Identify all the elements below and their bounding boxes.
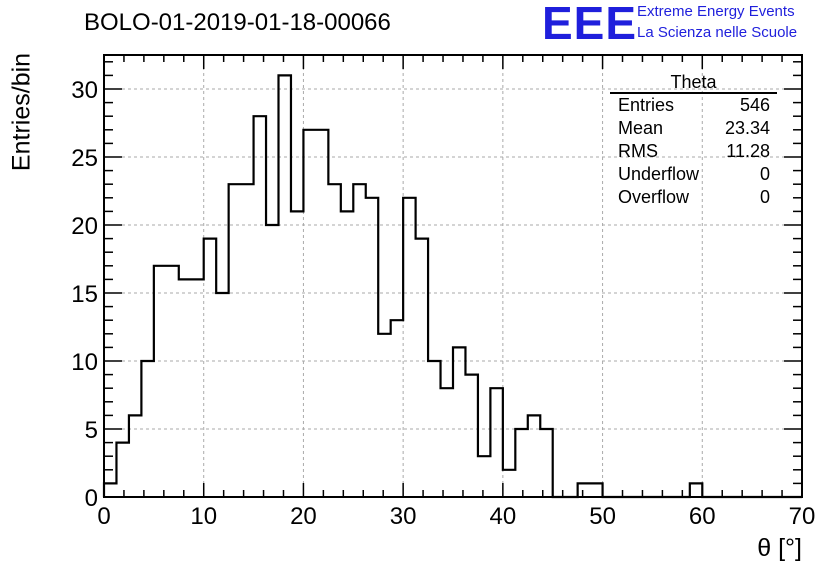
x-tick-label: 70 (789, 503, 816, 530)
stats-label: Mean (618, 118, 664, 138)
histogram-bin (166, 266, 178, 497)
histogram-bin (216, 293, 228, 497)
histogram-bin (104, 483, 116, 497)
x-tick-label: 60 (689, 503, 716, 530)
x-tick-label: 40 (490, 503, 517, 530)
histogram-bin (116, 443, 128, 497)
stats-value: 546 (739, 95, 770, 115)
histogram-bin (416, 239, 428, 497)
stats-row-underflow: Underflow 0 (610, 163, 777, 186)
histogram-bin (179, 279, 191, 497)
stats-label: Underflow (618, 164, 700, 184)
stats-row-mean: Mean 23.34 (610, 117, 777, 140)
x-tick-label: 10 (190, 503, 217, 530)
y-tick-label: 5 (85, 417, 98, 444)
y-tick-label: 15 (71, 281, 98, 308)
stats-box: Theta Entries 546 Mean 23.34 RMS 11.28 U… (610, 72, 777, 209)
y-axis-label: Entries/bin (7, 52, 36, 172)
axis-ticks (103, 55, 803, 498)
stats-value: 23.34 (724, 118, 770, 138)
histogram-bin (378, 334, 390, 497)
plot-frame (103, 54, 803, 498)
x-axis-label: θ [°] (757, 534, 802, 562)
stats-row-entries: Entries 546 (610, 94, 777, 117)
histogram-bin (366, 198, 378, 497)
histogram-bin (328, 184, 340, 497)
histogram-bin (341, 211, 353, 497)
histogram-bin (316, 130, 328, 497)
histogram-bin (428, 361, 440, 497)
stats-label: Entries (618, 95, 675, 115)
histogram-bin (241, 184, 253, 497)
histogram-bin (453, 347, 465, 497)
histogram-bin (191, 279, 203, 497)
x-tick-label: 30 (390, 503, 417, 530)
histogram-bin (254, 116, 266, 497)
histogram-bin (478, 456, 490, 497)
logo-line-1: Extreme Energy Events (637, 3, 795, 20)
logo-line-2: La Scienza nelle Scuole (637, 24, 798, 41)
stats-row-rms: RMS 11.28 (610, 140, 777, 163)
chart-title: BOLO-01-2019-01-18-00066 (84, 9, 391, 36)
stats-name: Theta (610, 72, 777, 94)
histogram-bin (141, 361, 153, 497)
histogram-bin (515, 429, 527, 497)
stats-value: 0 (759, 164, 770, 184)
histogram-bin (403, 198, 415, 497)
stats-value: 0 (759, 187, 770, 207)
histogram-bin (503, 470, 515, 497)
stats-row-overflow: Overflow 0 (610, 186, 777, 209)
histogram-bin (229, 184, 241, 497)
histogram-bin (690, 483, 702, 497)
histogram-bin (266, 225, 278, 497)
axis-tick-labels: 0 10 20 30 40 50 60 70 0 5 10 15 20 25 30 (71, 77, 815, 530)
histogram-bin (129, 415, 141, 497)
stats-label: Overflow (618, 187, 690, 207)
x-tick-label: 0 (97, 503, 110, 530)
eee-logo: EEE (542, 0, 638, 49)
histogram-bin (391, 320, 403, 497)
histogram-bin (303, 130, 315, 497)
histogram-bin (279, 75, 291, 497)
y-tick-label: 30 (71, 77, 98, 104)
histogram-bin (540, 429, 552, 497)
histogram-bin (578, 483, 590, 497)
histogram-bin (590, 483, 602, 497)
histogram-bin (291, 211, 303, 497)
y-tick-label: 10 (71, 349, 98, 376)
x-tick-label: 50 (589, 503, 616, 530)
y-tick-label: 25 (71, 145, 98, 172)
histogram-bin (154, 266, 166, 497)
y-tick-label: 0 (85, 485, 98, 512)
stats-value: 11.28 (726, 141, 770, 161)
histogram-bin (490, 388, 502, 497)
histogram-bin (528, 415, 540, 497)
stats-label: RMS (618, 141, 658, 161)
y-tick-label: 20 (71, 213, 98, 240)
x-tick-label: 20 (290, 503, 317, 530)
histogram-bin (353, 184, 365, 497)
histogram-bin (441, 388, 453, 497)
histogram-bin (465, 375, 477, 497)
histogram-bin (204, 239, 216, 497)
